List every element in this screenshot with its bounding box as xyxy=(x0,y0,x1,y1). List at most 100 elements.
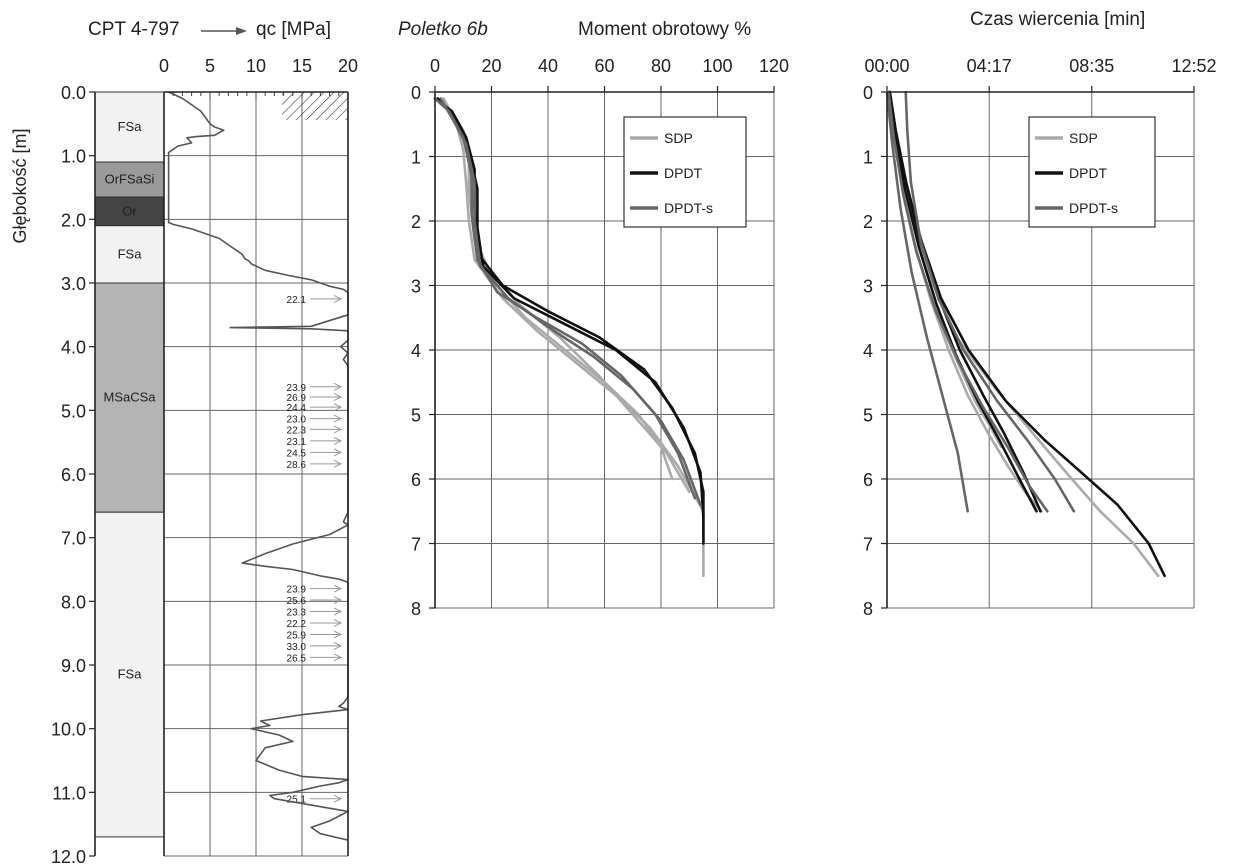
time-series-line xyxy=(887,90,1043,513)
cpt-xlabel: qc [MPa] xyxy=(256,19,331,40)
cutoff-annotation-arrowhead xyxy=(333,403,343,412)
torque-y-tick-label: 5 xyxy=(411,406,421,426)
cpt-series xyxy=(167,91,349,841)
torque-legend-label: SDP xyxy=(664,130,693,146)
time-series-line xyxy=(887,90,1038,513)
cutoff-annotation-label: 23.9 xyxy=(287,585,307,596)
cpt-title-arrow xyxy=(201,27,247,35)
cpt-panel: CPT 4-797 qc [MPa] Głębokość [m] FSa OrFS… xyxy=(10,19,358,867)
cutoff-annotation-label: 23.0 xyxy=(287,415,307,426)
soil-layer-label: MSaCSa xyxy=(103,390,156,405)
time-series-line xyxy=(888,90,1042,513)
cutoff-annotation-arrowhead xyxy=(333,607,343,616)
cutoff-annotation-arrowhead xyxy=(333,459,343,468)
cpt-title: CPT 4-797 xyxy=(88,19,180,40)
time-series-line xyxy=(887,90,1003,449)
torque-x-tick-label: 20 xyxy=(481,56,501,76)
torque-y-tick-label: 3 xyxy=(411,277,421,297)
soil-layer-label: Or xyxy=(122,203,137,218)
time-y-tick-label: 6 xyxy=(863,470,873,490)
cutoff-annotation-arrowhead xyxy=(333,630,343,639)
time-legend-label: DPDT-s xyxy=(1069,200,1118,216)
torque-series xyxy=(433,97,705,578)
cpt-x-tick-label: 20 xyxy=(338,56,358,76)
cutoff-annotation-arrowhead xyxy=(333,584,343,593)
torque-y-tick-label: 7 xyxy=(411,535,421,555)
soil-layer xyxy=(94,161,165,198)
cutoff-annotation-arrowhead xyxy=(333,393,343,401)
cutoff-annotation-arrowhead xyxy=(333,425,343,434)
torque-tick-labels: 0 20 40 60 80 100 120 0 1 2 3 4 5 6 7 8 xyxy=(411,56,789,619)
time-tick-labels: 00:00 04:17 08:35 12:52 0 1 2 3 4 5 6 7 8 xyxy=(863,56,1217,619)
time-legend-label: SDP xyxy=(1069,130,1098,146)
torque-panel: Poletko 6b Moment obrotowy % 0 20 40 60 80 10… xyxy=(398,19,789,619)
torque-x-tick-label: 60 xyxy=(594,56,614,76)
time-x-tick-label: 00:00 xyxy=(864,56,909,76)
time-x-tick-label: 04:17 xyxy=(967,56,1012,76)
cpt-y-tick-label: 0.0 xyxy=(61,83,86,103)
cutoff-annotation-label: 24.4 xyxy=(287,403,307,414)
cutoff-annotation-arrowhead xyxy=(333,596,343,605)
cutoff-annotation-arrowhead xyxy=(333,653,343,662)
cpt-x-tick-label: 5 xyxy=(205,56,215,76)
cpt-y-tick-label: 6.0 xyxy=(61,465,86,485)
time-series-line xyxy=(904,90,1076,513)
cutoff-annotation-arrowhead xyxy=(333,794,343,803)
cutoff-annotation-label: 26.5 xyxy=(287,653,307,664)
time-y-tick-label: 8 xyxy=(863,599,873,619)
soil-layer-label: FSa xyxy=(118,119,143,134)
cpt-y-tick-label: 2.0 xyxy=(61,210,86,230)
time-x-tick-label: 08:35 xyxy=(1069,56,1114,76)
cutoff-annotation-arrowhead xyxy=(333,382,343,391)
torque-series-line xyxy=(439,97,705,578)
time-legend-label: DPDT xyxy=(1069,165,1108,181)
time-legend: SDP DPDT DPDT-s xyxy=(1028,116,1156,228)
cpt-x-tick-label: 0 xyxy=(159,56,169,76)
torque-y-tick-label: 8 xyxy=(411,599,421,619)
time-y-tick-label: 2 xyxy=(863,212,873,232)
cutoff-annotation-label: 24.5 xyxy=(287,448,307,459)
cpt-qc-line xyxy=(167,91,349,841)
torque-series-line xyxy=(439,97,702,507)
soil-layer-label: OrFSaSi xyxy=(105,172,155,187)
torque-x-tick-label: 80 xyxy=(651,56,671,76)
torque-legend-label: DPDT-s xyxy=(664,200,713,216)
cutoff-annotation-label: 25.6 xyxy=(287,596,307,607)
cpt-y-tick-label: 4.0 xyxy=(61,338,86,358)
cutoff-annotation-arrowhead xyxy=(333,436,343,445)
cutoff-annotation-label: 33.0 xyxy=(287,642,307,653)
time-series xyxy=(885,90,1166,578)
soil-layer-column: FSa OrFSaSi Or FSa MSaCSa FSa xyxy=(94,91,165,838)
torque-legend: SDP DPDT DPDT-s xyxy=(623,116,747,228)
torque-y-tick-label: 6 xyxy=(411,470,421,490)
cpt-y-tick-label: 9.0 xyxy=(61,656,86,676)
time-y-tick-label: 1 xyxy=(863,148,873,168)
cutoff-annotation-arrowhead xyxy=(333,294,343,303)
cpt-tick-labels: 0 5 10 15 20 0.0 1.0 2.0 3.0 4.0 5.0 6.0 7.0 8.0 9.0 10… xyxy=(51,56,358,867)
cpt-cutoff-annotations: 22.123.926.924.423.022.323.124.528.623.9… xyxy=(287,294,343,806)
torque-x-tick-label: 100 xyxy=(702,56,732,76)
torque-legend-label: DPDT xyxy=(664,165,703,181)
time-panel: Czas wiercenia [min] 00:00 04:17 08:35 12:5… xyxy=(863,9,1217,619)
cpt-y-tick-label: 5.0 xyxy=(61,401,86,421)
cpt-y-tick-label: 11.0 xyxy=(52,783,86,803)
cpt-y-tick-label: 10.0 xyxy=(51,720,86,740)
torque-x-tick-label: 120 xyxy=(759,56,789,76)
cutoff-annotation-arrowhead xyxy=(333,641,343,650)
cutoff-annotation-label: 25.1 xyxy=(287,795,307,806)
cpt-grid xyxy=(163,91,349,857)
cutoff-annotation-label: 23.9 xyxy=(287,383,307,394)
cpt-ylabel: Głębokość [m] xyxy=(10,128,30,243)
cpt-y-tick-label: 3.0 xyxy=(61,274,86,294)
cutoff-annotation-label: 22.3 xyxy=(287,425,307,436)
cutoff-annotation-arrowhead xyxy=(333,448,343,457)
torque-xlabel: Moment obrotowy % xyxy=(578,19,751,40)
cutoff-annotation-label: 22.2 xyxy=(287,619,307,630)
soil-layer xyxy=(94,511,165,838)
time-y-tick-label: 7 xyxy=(863,535,873,555)
cutoff-annotation-arrowhead xyxy=(333,619,343,627)
torque-title: Poletko 6b xyxy=(398,19,488,40)
cutoff-annotation-label: 25.9 xyxy=(287,630,307,641)
cpt-y-tick-label: 1.0 xyxy=(61,147,86,167)
